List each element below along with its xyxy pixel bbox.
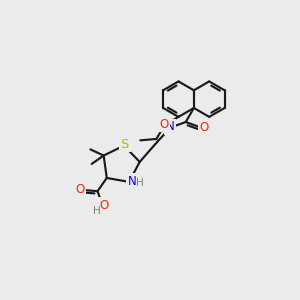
- Text: N: N: [165, 120, 174, 133]
- Text: O: O: [75, 182, 85, 196]
- Text: O: O: [99, 199, 109, 212]
- Text: S: S: [121, 138, 129, 151]
- Text: H: H: [159, 119, 167, 129]
- Text: H: H: [136, 178, 144, 188]
- Text: N: N: [128, 175, 136, 188]
- Text: O: O: [159, 118, 168, 131]
- Text: O: O: [200, 121, 209, 134]
- Text: H: H: [93, 206, 101, 216]
